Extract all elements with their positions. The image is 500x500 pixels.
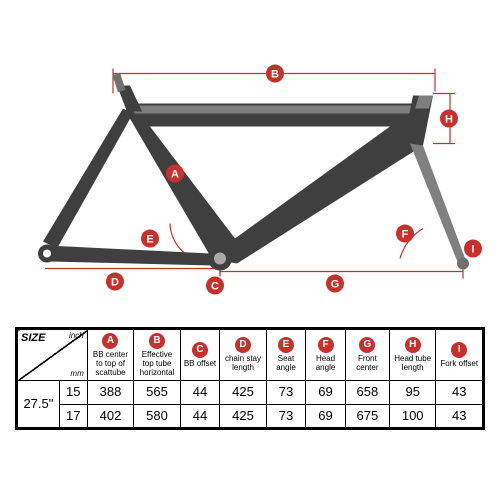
svg-text:D: D: [111, 277, 119, 289]
svg-text:B: B: [271, 69, 279, 81]
svg-text:G: G: [331, 279, 340, 291]
frame-diagram: B A H E F C D G I: [15, 40, 485, 327]
svg-text:E: E: [146, 234, 153, 246]
bike-frame-svg: B A H E F C D G I: [15, 40, 485, 327]
svg-text:C: C: [211, 281, 219, 293]
geometry-table: SIZEinchmmABB center to top of scattubeB…: [15, 327, 485, 430]
svg-text:F: F: [402, 229, 409, 241]
svg-text:A: A: [171, 169, 179, 181]
svg-text:H: H: [445, 114, 453, 126]
svg-text:I: I: [471, 244, 474, 256]
